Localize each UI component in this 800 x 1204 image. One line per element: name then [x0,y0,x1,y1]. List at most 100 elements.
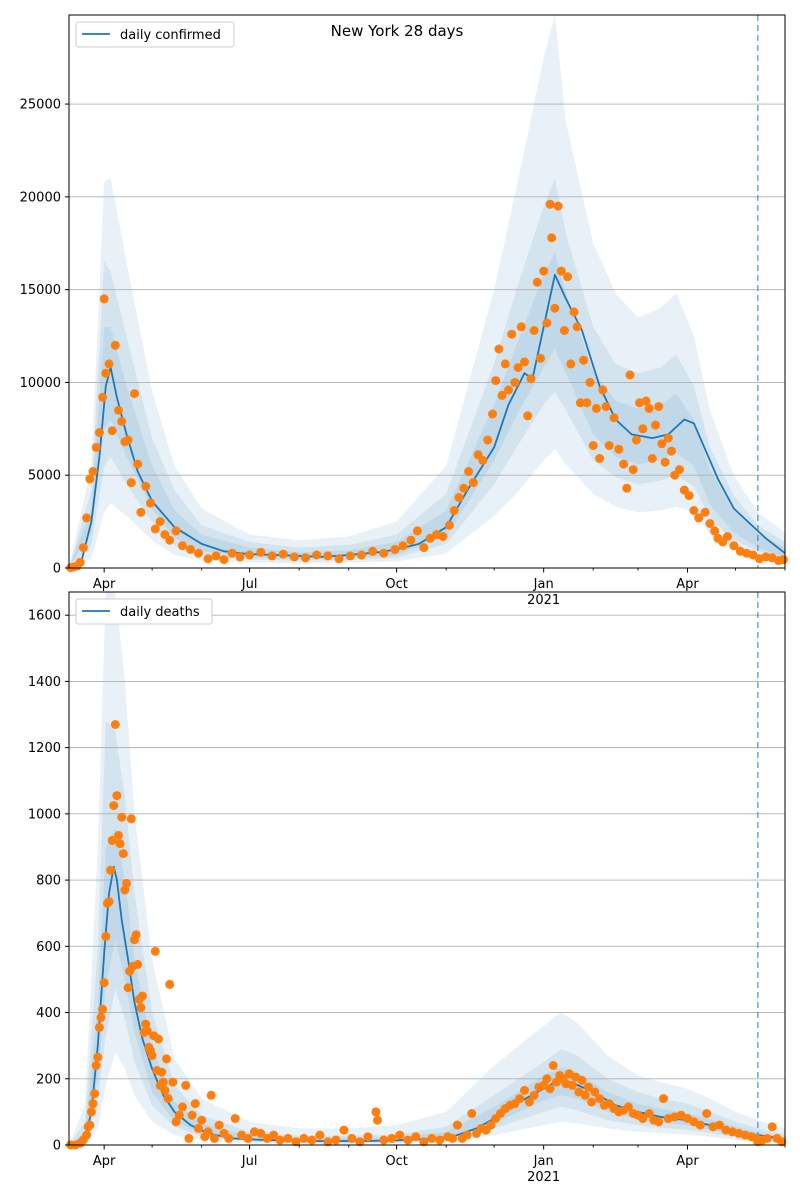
deaths-observed-point [230,1114,240,1123]
deaths-observed-point [206,1090,216,1100]
deaths-observed-point [168,1077,178,1087]
deaths-observed-point [545,1084,555,1094]
confirmed-x-tick-label: Jul [241,577,258,592]
deaths-observed-point [106,865,116,875]
deaths-y-tick-label: 200 [36,1072,61,1087]
confirmed-observed-point [641,396,651,406]
deaths-x-tick-label: Apr [676,1154,699,1169]
confirmed-observed-point [130,389,139,399]
confirmed-observed-point [464,467,474,476]
confirmed-observed-point [559,326,569,335]
confirmed-observed-point [133,459,143,469]
deaths-y-tick-label: 800 [36,874,61,889]
deaths-observed-point [133,960,143,969]
confirmed-observed-point [78,543,88,553]
deaths-observed-point [114,830,123,840]
deaths-observed-point [136,1003,146,1013]
confirmed-observed-point [585,377,595,387]
confirmed-y-tick-label: 15000 [20,283,61,298]
confirmed-observed-point [520,357,529,367]
confirmed-observed-point [146,498,155,508]
confirmed-observed-point [478,455,488,465]
confirmed-observed-point [468,478,478,488]
deaths-observed-point [91,1061,101,1070]
confirmed-observed-point [572,322,582,332]
confirmed-observed-point [660,457,670,467]
confirmed-observed-point [459,483,469,493]
confirmed-observed-point [267,551,277,561]
deaths-observed-point [623,1102,633,1112]
deaths-chart-panel: 0 200 400 600 800 1000 1200 1400 1600 Apr Jul Oct J… [28,591,787,1185]
confirmed-observed-point [289,552,299,562]
confirmed-observed-point [579,355,589,365]
deaths-y-tick-label: 1200 [28,741,61,756]
deaths-observed-point [395,1130,405,1140]
confirmed-observed-point [710,526,720,536]
deaths-observed-point [163,1094,173,1104]
confirmed-y-axis: 0 5000 10000 15000 20000 25000 [20,98,69,577]
deaths-observed-point [371,1107,381,1117]
confirmed-observed-point [591,403,601,413]
confirmed-observed-point [651,420,660,430]
deaths-observed-point [659,1094,668,1104]
confirmed-observed-point [107,426,117,436]
confirmed-observed-point [556,266,566,276]
confirmed-observed-point [114,405,123,415]
confirmed-observed-point [614,444,624,454]
deaths-observed-point [654,1117,664,1127]
deaths-observed-points [66,720,787,1150]
confirmed-observed-point [622,483,632,493]
deaths-observed-point [387,1133,397,1143]
confirmed-observed-point [357,550,366,560]
confirmed-observed-point [454,493,464,502]
deaths-observed-point [777,1137,787,1147]
confirmed-observed-point [536,353,545,363]
confirmed-observed-point [510,377,520,387]
deaths-observed-point [323,1137,333,1147]
confirmed-observed-point [123,435,133,445]
deaths-observed-point [347,1133,357,1143]
confirmed-observed-point [684,491,694,501]
deaths-observed-point [101,931,111,941]
deaths-observed-point [224,1133,234,1143]
deaths-observed-point [486,1120,496,1130]
confirmed-x-tick-label: Apr [676,577,699,592]
confirmed-observed-point [82,513,92,523]
deaths-observed-point [269,1130,279,1140]
deaths-observed-point [197,1115,207,1125]
confirmed-legend-box [75,21,235,48]
deaths-observed-point [548,1061,558,1070]
confirmed-observed-point [323,551,333,561]
confirmed-observed-point [497,390,507,400]
confirmed-observed-point [723,532,732,541]
confirmed-observed-point [729,541,739,551]
confirmed-model-series-line [68,273,786,569]
confirmed-uncertainty-bands [69,15,785,569]
deaths-observed-point [126,814,136,824]
deaths-observed-point [123,983,133,993]
confirmed-observed-point [513,363,523,373]
confirmed-observed-point [155,517,165,527]
confirmed-y-tick-label: 25000 [20,98,61,113]
deaths-observed-point [695,1120,705,1130]
deaths-observed-point [82,1130,92,1140]
deaths-observed-point [275,1135,285,1145]
deaths-observed-point [331,1135,341,1145]
confirmed-observed-point [117,416,127,426]
confirmed-band-3 [69,252,785,568]
confirmed-observed-point [654,402,664,412]
deaths-observed-point [379,1135,389,1145]
confirmed-observed-point [588,441,598,450]
confirmed-observed-point [566,359,576,369]
deaths-observed-point [94,1022,104,1032]
deaths-y-tick-label: 600 [36,940,61,955]
deaths-observed-point [96,1013,106,1022]
deaths-observed-point [157,1067,167,1077]
deaths-observed-point [109,801,119,811]
confirmed-observed-point [227,548,237,558]
confirmed-observed-point [675,465,684,475]
deaths-observed-point [467,1109,477,1118]
deaths-observed-point [107,835,117,845]
confirmed-observed-point [689,506,699,515]
